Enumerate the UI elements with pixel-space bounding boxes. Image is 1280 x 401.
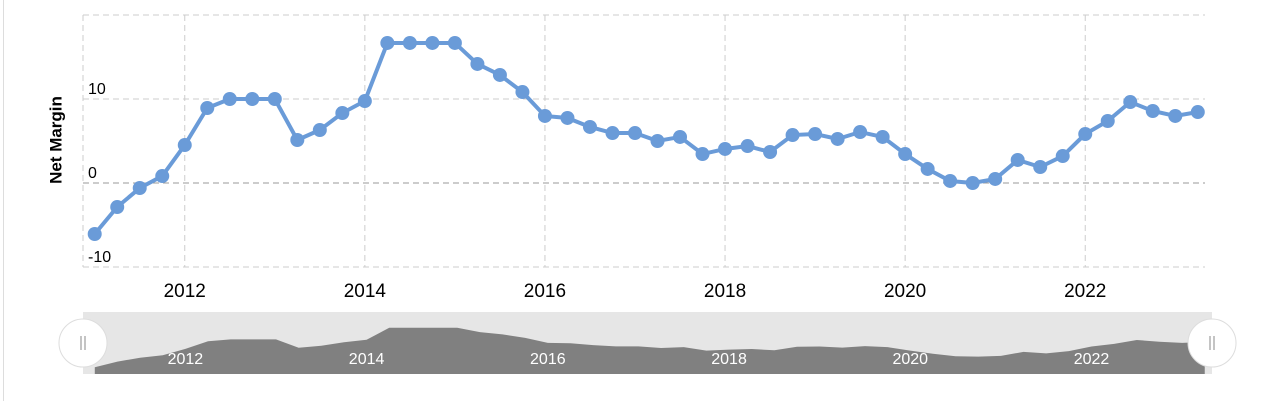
x-tick-label: 2014 [344, 281, 387, 302]
navigator-tick-label: 2020 [892, 351, 928, 368]
navigator-tick-label: 2022 [1074, 351, 1110, 368]
data-point [110, 200, 125, 215]
data-point [132, 181, 147, 196]
navigator-tick-label: 2016 [530, 351, 566, 368]
data-point [650, 134, 665, 148]
y-tick-label: 10 [88, 81, 106, 98]
data-point [1168, 108, 1183, 123]
data-point [718, 141, 733, 156]
data-point [898, 147, 913, 162]
navigator-area [94, 327, 1205, 374]
data-point [222, 92, 237, 106]
data-point [582, 119, 597, 134]
data-point [605, 126, 620, 141]
y-tick-label: -10 [88, 249, 111, 266]
data-point [853, 125, 868, 140]
data-point [1145, 104, 1160, 119]
data-point [560, 110, 575, 125]
data-point [537, 108, 552, 123]
x-tick-label: 2012 [164, 281, 206, 302]
data-point [1055, 149, 1070, 164]
data-point [695, 147, 710, 162]
y-tick-label: 0 [88, 165, 97, 182]
x-tick-label: 2020 [884, 281, 926, 302]
navigator-tick-label: 2018 [711, 351, 747, 368]
data-point [1190, 105, 1205, 120]
navigator-handle[interactable] [1187, 318, 1237, 368]
data-point [785, 128, 800, 143]
data-point [87, 226, 102, 241]
data-point [1078, 127, 1093, 142]
navigator-tick-label: 2012 [168, 351, 204, 368]
y-axis-title: Net Margin [46, 96, 65, 184]
data-point [808, 127, 823, 142]
data-point [988, 171, 1003, 186]
data-point [357, 94, 372, 109]
data-point [965, 176, 980, 190]
data-point [943, 173, 958, 188]
data-point [380, 35, 395, 50]
data-point [515, 85, 530, 100]
navigator-tick-label: 2014 [349, 351, 385, 368]
data-point [402, 35, 417, 50]
data-point [470, 56, 485, 71]
data-point [1033, 160, 1048, 175]
navigator-handle[interactable] [58, 318, 108, 368]
data-point [673, 129, 688, 144]
data-point [1010, 152, 1025, 167]
data-point [155, 169, 170, 184]
x-tick-label: 2018 [704, 281, 746, 302]
data-point [447, 35, 462, 50]
data-point [1100, 114, 1115, 129]
data-point [425, 35, 440, 50]
data-point [875, 129, 890, 144]
data-point [267, 92, 282, 106]
x-tick-label: 2022 [1064, 281, 1106, 302]
data-point [830, 131, 845, 146]
series-line [93, 40, 1199, 236]
data-point [763, 145, 778, 160]
data-point [200, 100, 215, 115]
x-tick-label: 2016 [524, 281, 566, 302]
data-point [920, 161, 935, 176]
data-point [627, 126, 642, 141]
data-point [492, 67, 507, 82]
data-point [290, 132, 305, 147]
data-point [245, 92, 260, 106]
data-point [1123, 95, 1138, 110]
data-point [177, 138, 192, 153]
data-point [312, 122, 327, 137]
data-point [740, 139, 755, 154]
data-point [335, 106, 350, 121]
